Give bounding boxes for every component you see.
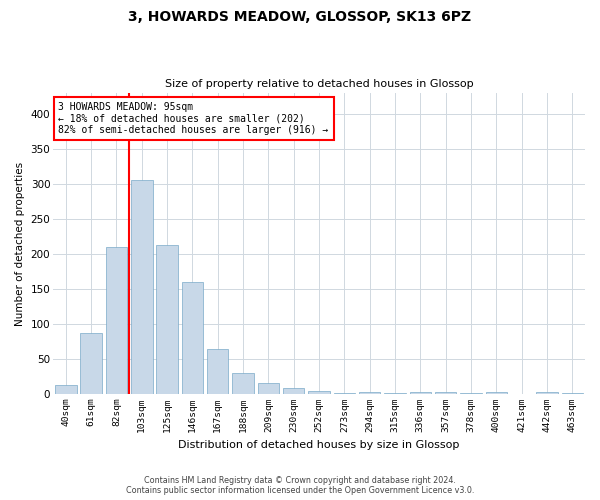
Title: Size of property relative to detached houses in Glossop: Size of property relative to detached ho… [165,79,473,89]
Bar [410,392,431,394]
Bar [308,391,330,394]
Bar [232,374,254,394]
Bar [257,383,279,394]
Bar [131,180,152,394]
Y-axis label: Number of detached properties: Number of detached properties [15,162,25,326]
Bar [536,392,558,394]
Text: 3 HOWARDS MEADOW: 95sqm
← 18% of detached houses are smaller (202)
82% of semi-d: 3 HOWARDS MEADOW: 95sqm ← 18% of detache… [58,102,329,135]
Bar [334,393,355,394]
Bar [485,392,507,394]
Bar [435,392,457,394]
X-axis label: Distribution of detached houses by size in Glossop: Distribution of detached houses by size … [178,440,460,450]
Bar [283,388,304,394]
Bar [157,245,178,394]
Bar [359,392,380,394]
Bar [106,247,127,394]
Bar [55,384,77,394]
Bar [207,349,229,395]
Text: Contains HM Land Registry data © Crown copyright and database right 2024.
Contai: Contains HM Land Registry data © Crown c… [126,476,474,495]
Bar [80,332,102,394]
Bar [562,393,583,394]
Bar [460,393,482,394]
Bar [182,282,203,395]
Bar [384,393,406,394]
Text: 3, HOWARDS MEADOW, GLOSSOP, SK13 6PZ: 3, HOWARDS MEADOW, GLOSSOP, SK13 6PZ [128,10,472,24]
